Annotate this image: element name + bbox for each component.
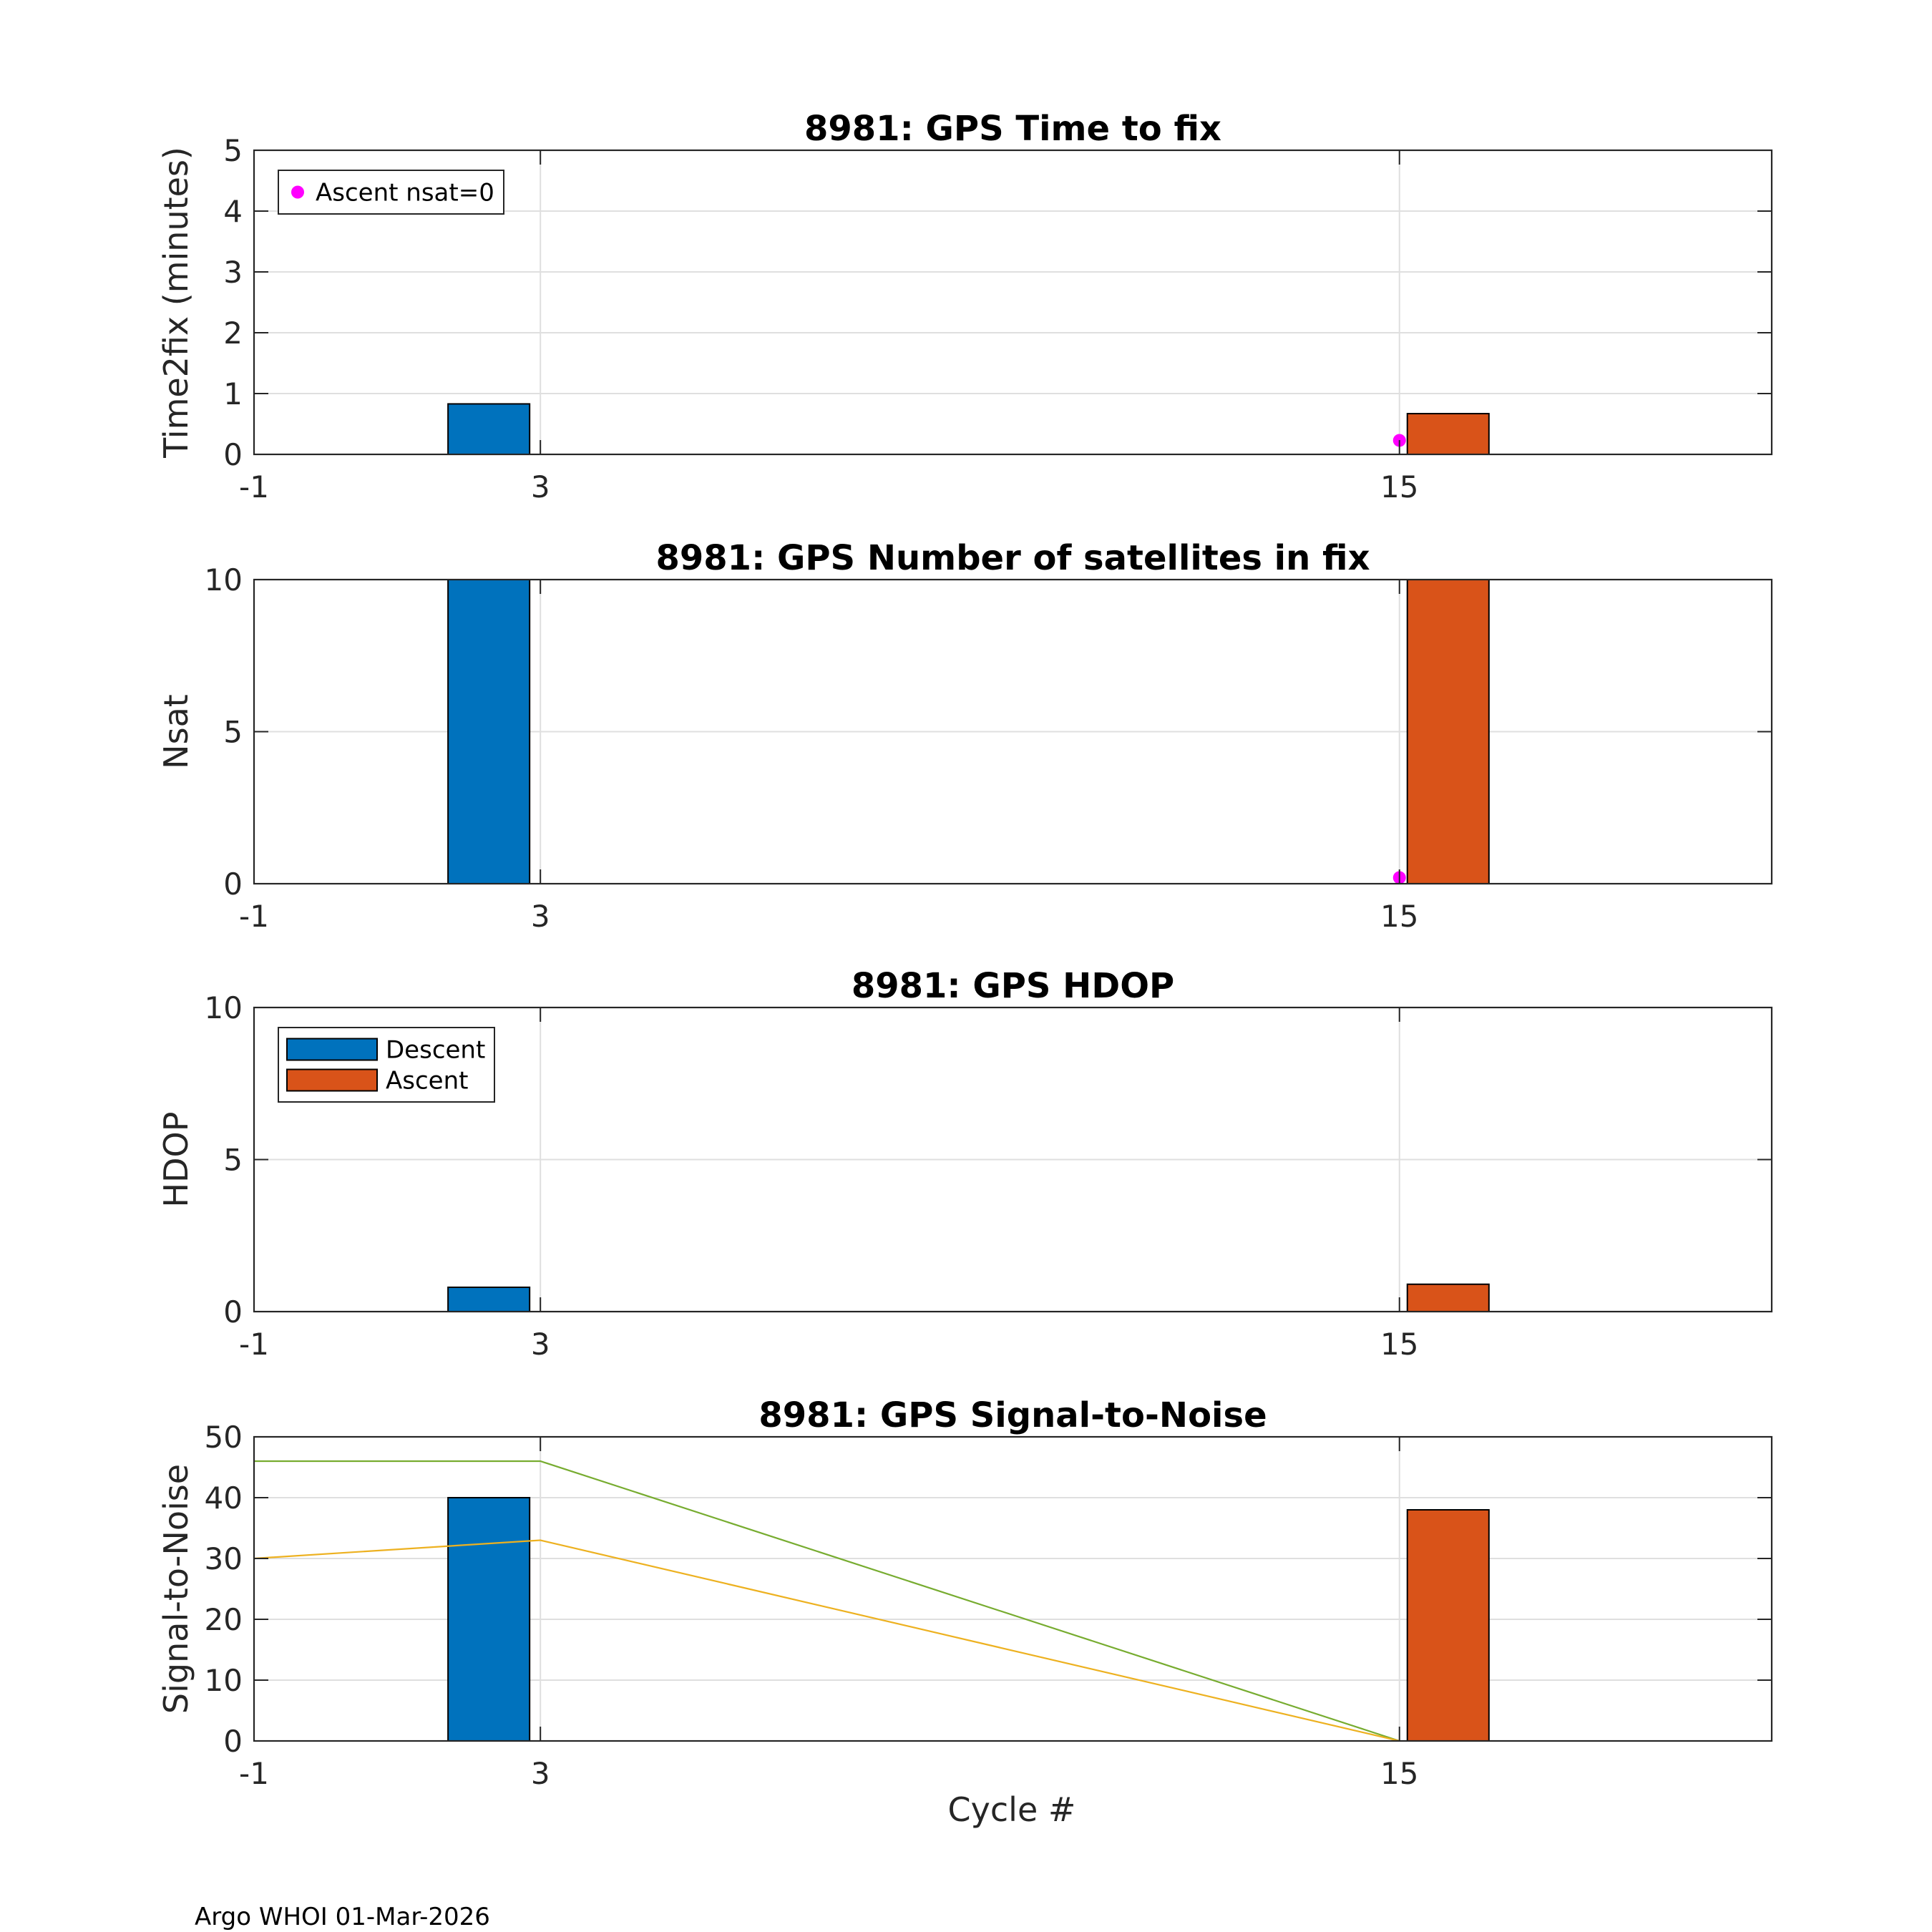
bar-descent-hdop (447, 1287, 531, 1312)
x-tick-label: 15 (1380, 469, 1418, 504)
y-tick-label: 0 (223, 1724, 243, 1759)
y-tick-label: 0 (223, 867, 243, 902)
x-tick-label: 3 (531, 1327, 550, 1362)
x-tick-label: 15 (1380, 899, 1418, 934)
footer-credit: Argo WHOI 01-Mar-2026 (195, 1903, 490, 1931)
x-tick-label: 15 (1380, 1756, 1418, 1791)
x-tick-label: -1 (239, 899, 269, 934)
subplot-panels: 0 1 2 3 4 5 -1 3 15 8981: GPS Time to fix Time2fix… (157, 109, 1773, 1791)
y-tick-label: 40 (205, 1480, 243, 1516)
x-tick-label: -1 (239, 1327, 269, 1362)
y-tick-label: 10 (205, 562, 243, 597)
legend-label: Descent (386, 1036, 485, 1065)
y-tick-label: 5 (223, 1143, 243, 1178)
y-tick-label: 4 (223, 194, 243, 229)
bar-descent-time2fix (447, 403, 531, 456)
axes-box (253, 149, 1773, 456)
y-axis-label: Nsat (157, 694, 195, 769)
bar-descent-snr (447, 1497, 531, 1742)
y-tick-label: 50 (205, 1420, 243, 1455)
y-tick-label: 1 (223, 376, 243, 411)
bar-ascent-snr (1406, 1509, 1490, 1742)
y-tick-label: 2 (223, 316, 243, 351)
x-tick-label: 3 (531, 1756, 550, 1791)
bar-descent-nsat (447, 579, 531, 884)
y-tick-label: 10 (205, 1663, 243, 1698)
x-tick-label: -1 (239, 1756, 269, 1791)
x-tick-label: 3 (531, 899, 550, 934)
y-axis-label: HDOP (157, 1112, 195, 1208)
legend-box (278, 170, 504, 215)
y-tick-label: 20 (205, 1602, 243, 1637)
y-tick-label: 0 (223, 437, 243, 472)
legend-marker-icon (291, 185, 304, 199)
legend-label: Ascent nsat=0 (316, 179, 494, 208)
x-tick-label: 15 (1380, 1327, 1418, 1362)
x-tick-label: -1 (239, 469, 269, 504)
chart-title: 8981: GPS Signal-to-Noise (758, 1395, 1267, 1435)
y-tick-label: 30 (205, 1541, 243, 1576)
axes-box (253, 1435, 1773, 1742)
subplot-snr: 0 10 20 30 40 50 -1 3 15 8981: GPS Signal-to-Nois… (157, 1395, 1773, 1791)
bar-ascent-hdop (1406, 1283, 1490, 1312)
x-axis-label: Cycle # (948, 1790, 1076, 1829)
x-tick-label: 3 (531, 469, 550, 504)
legend: Ascent nsat=0 (278, 170, 504, 215)
y-tick-label: 3 (223, 255, 243, 290)
subplot-nsat: 0 5 10 -1 3 15 8981: GPS Number of satellites … (157, 538, 1773, 934)
legend-patch-ascent (286, 1068, 378, 1092)
y-axis-label: Signal-to-Noise (157, 1464, 195, 1714)
y-axis-label: Time2fix (minutes) (157, 147, 195, 459)
y-tick-label: 0 (223, 1294, 243, 1330)
legend-patch-descent (286, 1038, 378, 1061)
chart-title: 8981: GPS Number of satellites in fix (655, 538, 1370, 578)
subplot-time2fix: 0 1 2 3 4 5 -1 3 15 8981: GPS Time to fix Time2fix… (157, 109, 1773, 504)
chart-title: 8981: GPS HDOP (852, 966, 1174, 1006)
bar-ascent-time2fix (1406, 413, 1490, 455)
bar-ascent-nsat (1406, 579, 1490, 884)
y-tick-label: 5 (223, 133, 243, 168)
chart-title: 8981: GPS Time to fix (804, 109, 1221, 149)
y-tick-label: 10 (205, 990, 243, 1025)
legend-label: Ascent (386, 1067, 468, 1096)
snr-line-a (254, 1460, 1400, 1742)
y-tick-label: 5 (223, 715, 243, 750)
snr-line-b (253, 1539, 1400, 1742)
